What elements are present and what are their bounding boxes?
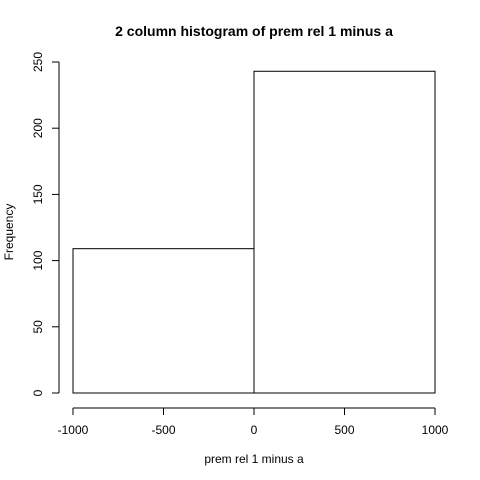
y-axis: 0 50 100 150 200 250	[31, 52, 60, 396]
chart-title: 2 column histogram of prem rel 1 minus a	[115, 23, 393, 39]
y-tick-label: 250	[31, 52, 45, 72]
x-tick-label: 0	[251, 423, 258, 437]
histogram-bar-1	[72, 248, 255, 394]
y-tick-label: 0	[31, 389, 45, 396]
y-tick-label: 150	[31, 184, 45, 204]
bars-group	[72, 70, 436, 394]
x-axis-title: prem rel 1 minus a	[204, 452, 304, 466]
x-tick-label: 1000	[422, 423, 449, 437]
y-tick-label: 100	[31, 250, 45, 270]
y-tick-label: 200	[31, 118, 45, 138]
x-tick-label: 500	[334, 423, 354, 437]
x-tick-label: -1000	[58, 423, 89, 437]
x-tick-label: -500	[151, 423, 175, 437]
x-axis: -1000 -500 0 500 1000	[58, 407, 449, 437]
histogram-bar-2	[253, 70, 436, 394]
y-axis-title: Frequency	[2, 204, 16, 261]
y-tick-label: 50	[31, 320, 45, 334]
